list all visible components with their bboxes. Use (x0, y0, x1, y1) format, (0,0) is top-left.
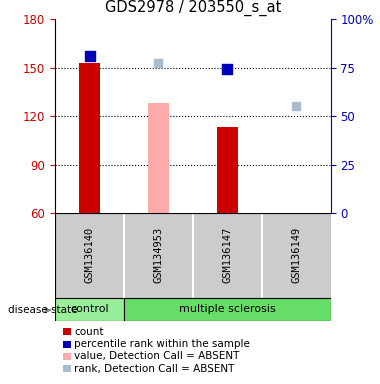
Text: percentile rank within the sample: percentile rank within the sample (74, 339, 250, 349)
Bar (217, 127, 238, 213)
Text: GSM136147: GSM136147 (222, 227, 232, 283)
Text: GSM136140: GSM136140 (84, 227, 95, 283)
Bar (124, 298, 331, 321)
Bar (148, 103, 169, 213)
Point (87, 53, 93, 60)
Text: value, Detection Call = ABSENT: value, Detection Call = ABSENT (74, 351, 239, 361)
Bar (193, 213, 262, 298)
Point (293, 103, 299, 109)
Text: GSM134953: GSM134953 (154, 227, 163, 283)
Bar (262, 213, 331, 298)
Text: multiple sclerosis: multiple sclerosis (179, 304, 276, 314)
Text: count: count (74, 327, 104, 337)
Text: control: control (70, 304, 109, 314)
Point (155, 60, 162, 66)
Bar (79, 63, 100, 213)
Point (224, 66, 230, 72)
Text: disease state: disease state (8, 305, 77, 315)
Bar (124, 213, 193, 298)
Text: rank, Detection Call = ABSENT: rank, Detection Call = ABSENT (74, 364, 234, 374)
Text: GSM136149: GSM136149 (291, 227, 301, 283)
Bar (55, 213, 124, 298)
Title: GDS2978 / 203550_s_at: GDS2978 / 203550_s_at (105, 0, 281, 17)
Bar (55, 298, 124, 321)
